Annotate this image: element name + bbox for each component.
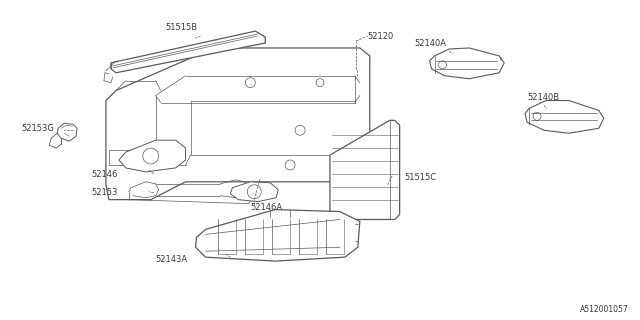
Polygon shape: [330, 120, 399, 220]
Polygon shape: [111, 31, 265, 73]
Text: 52120: 52120: [368, 32, 394, 41]
Polygon shape: [196, 210, 360, 261]
Polygon shape: [525, 100, 604, 133]
Polygon shape: [119, 140, 186, 172]
Polygon shape: [429, 48, 504, 79]
Text: 51515C: 51515C: [404, 173, 436, 182]
Polygon shape: [57, 123, 77, 141]
Text: 52146A: 52146A: [250, 203, 282, 212]
Text: 52146: 52146: [91, 170, 117, 180]
Text: 52140A: 52140A: [415, 38, 447, 48]
Polygon shape: [106, 48, 370, 200]
Text: 52143A: 52143A: [156, 255, 188, 264]
Text: 52153G: 52153G: [21, 124, 54, 133]
Text: 52140B: 52140B: [527, 93, 559, 102]
Text: 51515B: 51515B: [166, 23, 198, 32]
Text: 52153: 52153: [91, 188, 117, 197]
Text: A512001057: A512001057: [580, 305, 628, 314]
Polygon shape: [230, 182, 278, 202]
